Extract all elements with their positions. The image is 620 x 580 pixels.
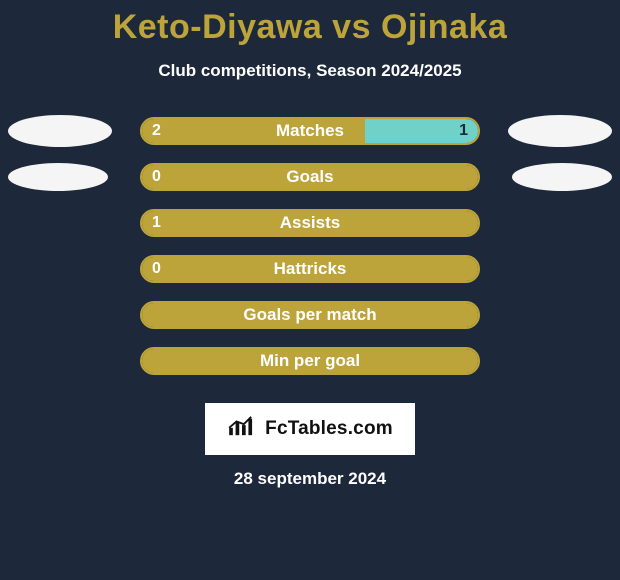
- stat-row: Goals0: [0, 163, 620, 191]
- stat-bar: Goals per match: [140, 301, 480, 329]
- stat-label: Matches: [142, 119, 478, 143]
- stat-bar: Matches2 1: [140, 117, 480, 145]
- player-avatar-left: [8, 163, 108, 191]
- stat-row: Min per goal: [0, 347, 620, 375]
- stat-row: Assists1: [0, 209, 620, 237]
- player-avatar-left: [8, 115, 112, 147]
- stat-row: Goals per match: [0, 301, 620, 329]
- page-title: Keto-Diyawa vs Ojinaka: [113, 8, 508, 47]
- stat-bar: Goals0: [140, 163, 480, 191]
- player-avatar-right: [508, 115, 612, 147]
- stat-bar: Hattricks0: [140, 255, 480, 283]
- stat-value-left: 2: [152, 122, 161, 140]
- stat-value-left: 0: [152, 260, 161, 278]
- stat-label: Goals: [142, 165, 478, 189]
- comparison-card: Keto-Diyawa vs Ojinaka Club competitions…: [0, 0, 620, 489]
- watermark-text: FcTables.com: [265, 418, 393, 440]
- stat-label: Hattricks: [142, 257, 478, 281]
- player-avatar-right: [512, 163, 612, 191]
- stat-bar: Assists1: [140, 209, 480, 237]
- stat-label: Min per goal: [142, 349, 478, 373]
- footer-date: 28 september 2024: [234, 469, 386, 489]
- stat-row: Matches2 1: [0, 117, 620, 145]
- page-subtitle: Club competitions, Season 2024/2025: [158, 61, 461, 81]
- stat-value-right: 1: [459, 122, 468, 140]
- stat-value-left: 0: [152, 168, 161, 186]
- stat-row: Hattricks0: [0, 255, 620, 283]
- stat-label: Assists: [142, 211, 478, 235]
- stat-bar: Min per goal: [140, 347, 480, 375]
- stats-chart: Matches21Goals0Assists1Hattricks0Goals p…: [0, 117, 620, 393]
- watermark-badge: FcTables.com: [205, 403, 415, 455]
- stat-value-left: 1: [152, 214, 161, 232]
- stat-label: Goals per match: [142, 303, 478, 327]
- chart-icon: [227, 415, 257, 443]
